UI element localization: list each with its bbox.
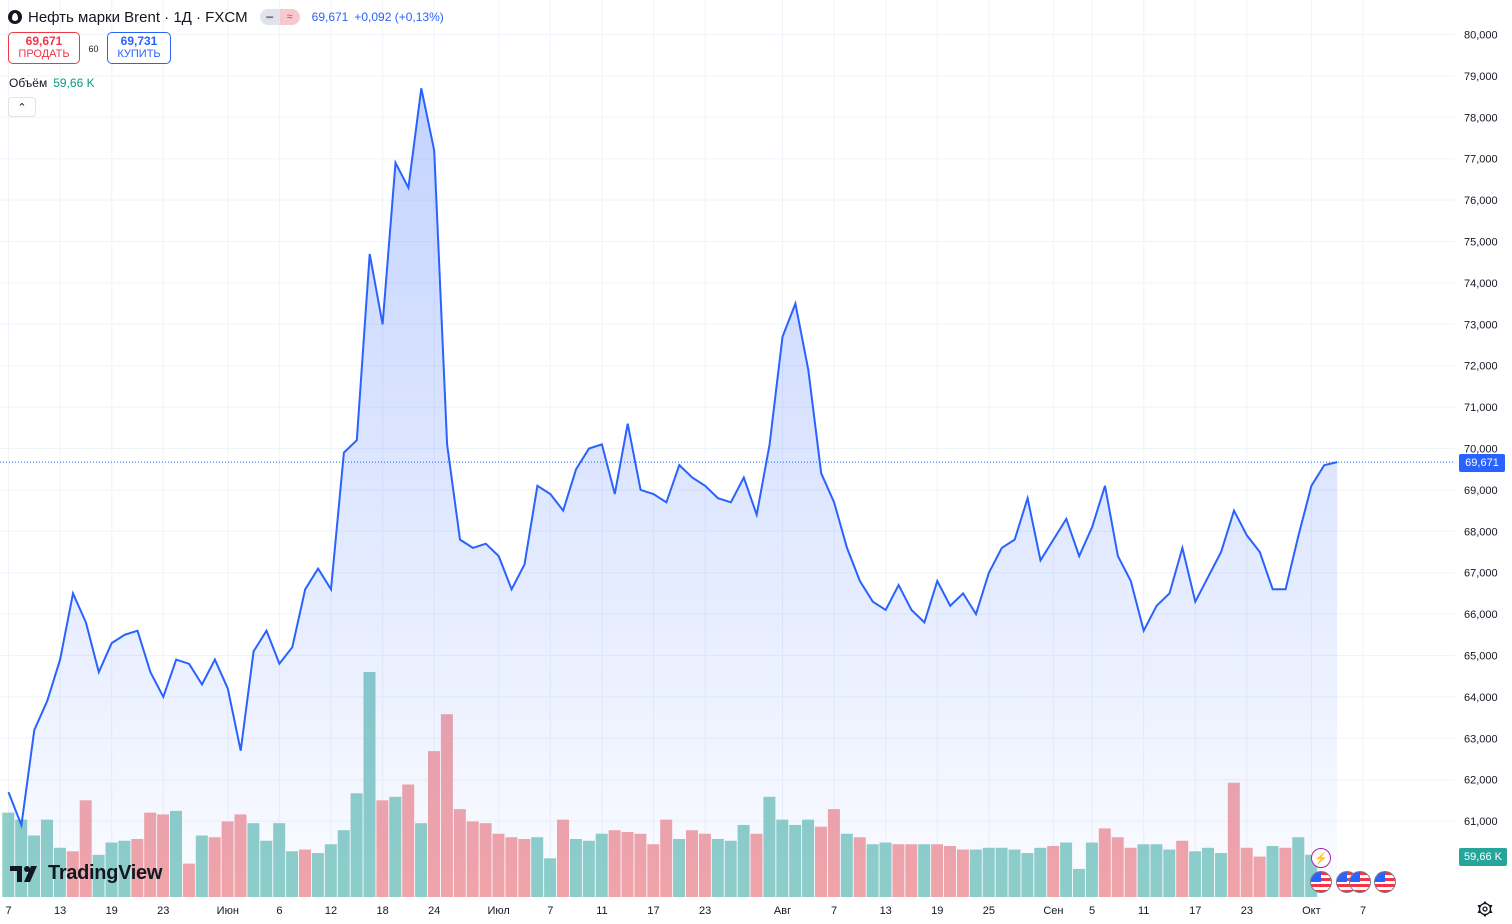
time-tick-label: 11 <box>1138 905 1149 917</box>
price-tick-label: 68,000 <box>1464 526 1498 538</box>
delayed-data-icon: ≈ <box>279 9 300 25</box>
time-tick-label: 7 <box>5 905 11 917</box>
time-tick-label: 13 <box>880 905 892 917</box>
time-tick-label: 25 <box>983 905 995 917</box>
price-area-fill <box>8 88 1338 898</box>
time-tick-label: 19 <box>931 905 943 917</box>
time-tick-label: 11 <box>596 905 607 917</box>
market-status-icon: ━ <box>259 9 280 25</box>
logo-text: TradingView <box>48 862 163 884</box>
header-price: 69,671 <box>311 10 349 24</box>
price-tick-label: 62,000 <box>1464 775 1498 787</box>
sell-button[interactable]: 69,671 ПРОДАТЬ <box>8 32 80 64</box>
status-pill[interactable]: ━ ≈ <box>259 9 300 25</box>
volume-value: 59,66 K <box>53 76 95 90</box>
price-tick-label: 74,000 <box>1464 278 1498 290</box>
time-tick-label: Июл <box>488 905 510 917</box>
last-price-tag: 69,671 <box>1459 454 1505 472</box>
time-tick-label: 24 <box>428 905 440 917</box>
time-tick-label: 6 <box>276 905 282 917</box>
time-tick-label: Авг <box>774 905 791 917</box>
tradingview-logo[interactable]: TradingView <box>10 862 162 885</box>
price-tick-label: 64,000 <box>1464 692 1498 704</box>
collapse-legend-button[interactable]: ⌃ <box>8 97 36 117</box>
time-tick-label: 23 <box>1241 905 1253 917</box>
price-tick-label: 76,000 <box>1464 195 1498 207</box>
us-flag-icon[interactable] <box>1310 871 1332 893</box>
time-tick-label: 23 <box>699 905 711 917</box>
price-tick-label: 70,000 <box>1464 444 1498 456</box>
time-tick-label: 19 <box>106 905 118 917</box>
time-axis: 7 13 19 23 Июн 6 12 18 24 Июл 7 11 17 23 Авг 7 13 19 25 Сен… <box>0 897 1512 924</box>
volume-legend[interactable]: Объём 59,66 K <box>9 76 95 90</box>
spread-value: 60 <box>88 44 99 54</box>
time-tick-label: 12 <box>325 905 337 917</box>
price-tick-label: 61,000 <box>1464 816 1498 828</box>
time-tick-label: Окт <box>1302 905 1321 917</box>
us-flag-icon[interactable] <box>1349 871 1371 893</box>
buy-button[interactable]: 69,731 КУПИТЬ <box>107 32 171 64</box>
price-tick-label: 63,000 <box>1464 733 1498 745</box>
lightning-icon[interactable]: ⚡ <box>1311 848 1331 868</box>
buy-label: КУПИТЬ <box>117 48 161 60</box>
time-tick-label: 7 <box>831 905 837 917</box>
price-tick-label: 73,000 <box>1464 319 1498 331</box>
volume-label: Объём <box>9 76 48 90</box>
time-tick-label: 13 <box>54 905 66 917</box>
price-tick-label: 79,000 <box>1464 71 1498 83</box>
price-tick-label: 66,000 <box>1464 609 1498 621</box>
time-tick-label: 18 <box>376 905 388 917</box>
sell-price: 69,671 <box>25 34 63 48</box>
buy-price: 69,731 <box>120 34 158 48</box>
header-change: +0,092 (+0,13%) <box>354 10 444 24</box>
price-line <box>7 88 1338 830</box>
time-tick-label: 23 <box>157 905 169 917</box>
time-tick-label: 17 <box>1189 905 1201 917</box>
chevron-up-icon: ⌃ <box>17 101 27 114</box>
sell-label: ПРОДАТЬ <box>18 48 70 60</box>
price-tick-label: 72,000 <box>1464 361 1498 373</box>
price-tick-label: 75,000 <box>1464 237 1498 249</box>
price-tick-label: 69,000 <box>1464 485 1498 497</box>
price-tick-label: 78,000 <box>1464 112 1498 124</box>
us-flag-icon[interactable] <box>1374 871 1396 893</box>
last-volume-tag: 59,66 K <box>1459 848 1507 866</box>
symbol-title[interactable]: Нефть марки Brent · 1Д · FXCM <box>28 8 248 26</box>
price-tick-label: 65,000 <box>1464 651 1498 663</box>
time-tick-label: 5 <box>1089 905 1095 917</box>
gear-icon[interactable] <box>1476 900 1494 918</box>
time-tick-label: 7 <box>1360 905 1366 917</box>
price-tick-label: 71,000 <box>1464 402 1498 414</box>
time-tick-label: Июн <box>217 905 239 917</box>
symbol-header: Нефть марки Brent · 1Д · FXCM ━ ≈ 69,671… <box>8 7 444 27</box>
time-tick-label: 17 <box>647 905 659 917</box>
price-tick-label: 67,000 <box>1464 568 1498 580</box>
price-tick-label: 80,000 <box>1464 30 1498 42</box>
time-axis-bg <box>0 897 1512 924</box>
price-tick-label: 77,000 <box>1464 154 1498 166</box>
time-tick-label: Сен <box>1043 905 1063 917</box>
time-tick-label: 7 <box>547 905 553 917</box>
tradingview-logo-icon <box>10 865 37 882</box>
oil-drop-icon <box>8 10 22 24</box>
